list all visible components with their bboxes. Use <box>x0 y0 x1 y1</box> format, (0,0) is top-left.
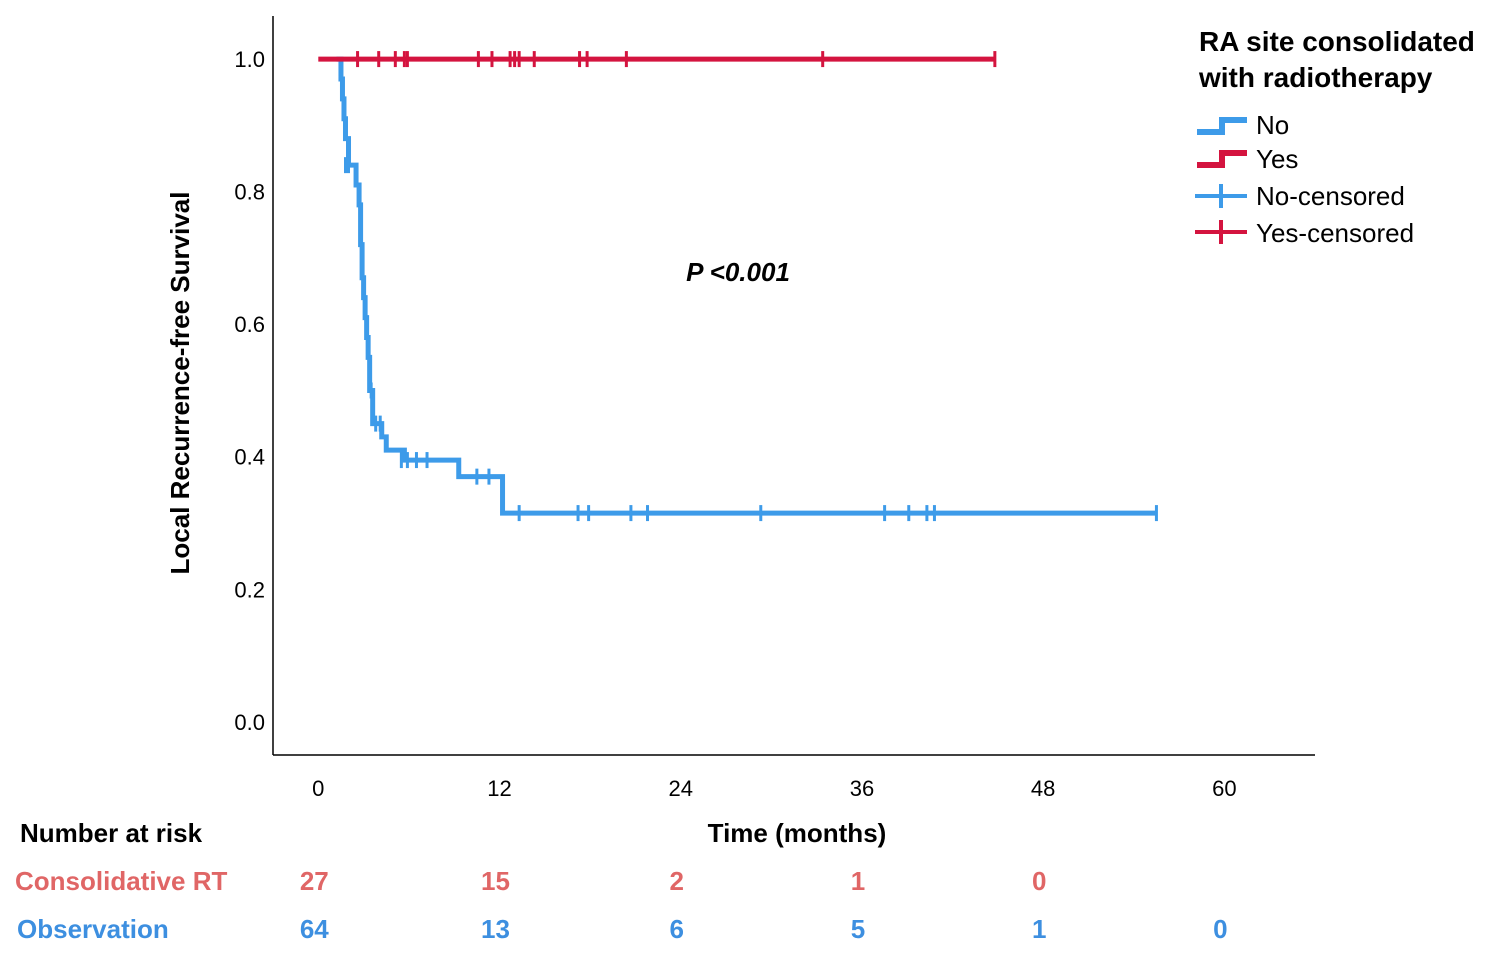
x-tick-label: 48 <box>1031 776 1055 801</box>
risk-row-label-observation: Observation <box>17 914 169 944</box>
risk-value-rt: 27 <box>300 866 329 896</box>
y-tick-label: 0.2 <box>234 577 265 602</box>
x-tick-label: 36 <box>850 776 874 801</box>
x-tick-label: 24 <box>668 776 692 801</box>
x-tick-labels: 0 12 24 36 48 60 <box>312 776 1236 801</box>
survival-curve-no <box>336 56 1157 516</box>
x-axis-title: Time (months) <box>708 818 887 848</box>
y-tick-labels: 0.0 0.2 0.4 0.6 0.8 1.0 <box>234 47 265 735</box>
legend-label-no: No <box>1256 110 1289 140</box>
x-tick-label: 12 <box>487 776 511 801</box>
legend-swatch-yes <box>1197 150 1247 168</box>
legend: RA site consolidated with radiotherapy N… <box>1195 26 1475 248</box>
legend-title-line-2: with radiotherapy <box>1198 62 1433 93</box>
y-tick-label: 0.8 <box>234 180 265 205</box>
risk-row-label-rt: Consolidative RT <box>15 866 227 896</box>
risk-value-rt: 15 <box>481 866 510 896</box>
risk-value-observation: 13 <box>481 914 510 944</box>
risk-table-header: Number at risk <box>20 818 203 848</box>
legend-label-yes: Yes <box>1256 144 1298 174</box>
risk-value-observation: 6 <box>670 914 684 944</box>
plot-marks <box>318 51 1158 522</box>
y-tick-label: 0.6 <box>234 312 265 337</box>
legend-title-line-1: RA site consolidated <box>1199 26 1475 57</box>
p-value-annotation: P <0.001 <box>686 257 790 287</box>
x-tick-label: 60 <box>1212 776 1236 801</box>
y-tick-label: 0.0 <box>234 710 265 735</box>
risk-value-rt: 1 <box>851 866 865 896</box>
y-tick-label: 1.0 <box>234 47 265 72</box>
risk-table: Number at risk Consolidative RT Observat… <box>15 818 1228 944</box>
x-tick-label: 0 <box>312 776 324 801</box>
risk-value-observation: 0 <box>1213 914 1227 944</box>
risk-value-rt: 0 <box>1032 866 1046 896</box>
risk-value-rt: 2 <box>670 866 684 896</box>
legend-label-yes-censored: Yes-censored <box>1256 218 1414 248</box>
risk-value-observation: 5 <box>851 914 865 944</box>
risk-value-observation: 64 <box>300 914 329 944</box>
y-axis-title: Local Recurrence-free Survival <box>165 192 195 575</box>
risk-value-observation: 1 <box>1032 914 1046 944</box>
y-tick-label: 0.4 <box>234 445 265 470</box>
risk-values: 27 15 2 1 0 64 13 6 5 1 0 <box>300 866 1228 944</box>
legend-swatch-no <box>1197 117 1247 135</box>
legend-label-no-censored: No-censored <box>1256 181 1405 211</box>
